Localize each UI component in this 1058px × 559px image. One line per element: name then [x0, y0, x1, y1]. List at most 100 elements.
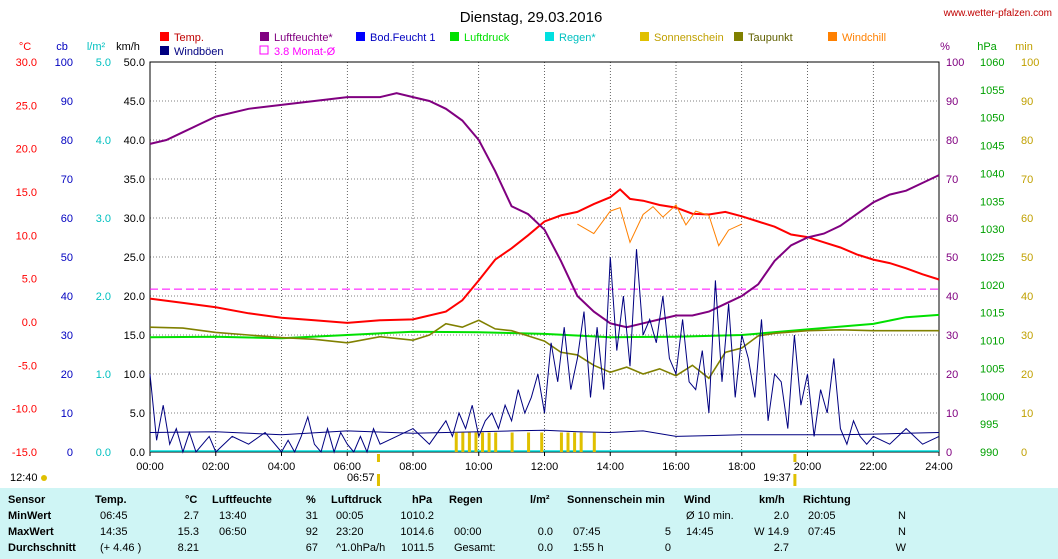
legend-label-monthavg: 3.8 Monat-Ø — [274, 46, 336, 58]
x-axis: 00:00 02:00 04:00 06:00 08:00 10:00 12:00 14:00… — [10, 452, 953, 486]
cell-hum-v: 67 — [305, 542, 318, 554]
x-tick-label: 08:00 — [399, 461, 427, 473]
legend-swatch-soil — [356, 32, 365, 41]
cell-hum-t: 06:50 — [219, 526, 247, 538]
cell-wind-v: 2.0 — [773, 510, 789, 522]
tick-wind: 10.0 — [124, 369, 145, 381]
legend-swatch-rain — [545, 32, 554, 41]
tick-sunmin: 100 — [1021, 57, 1039, 69]
x-tick-label: 12:00 — [531, 461, 559, 473]
legend-swatch-sun — [640, 32, 649, 41]
sun-bar — [527, 432, 531, 452]
cell-wind-t: 14:45 — [686, 526, 714, 538]
tick-wind: 20.0 — [124, 291, 145, 303]
sun-bar — [510, 432, 514, 452]
legend: Temp. Luftfeuchte* Bod.Feucht 1 Luftdruck Re… — [160, 32, 886, 58]
cell-temp-v: 8.21 — [177, 542, 199, 554]
tick-rain: 5.0 — [96, 57, 111, 69]
tick-sunmin: 0 — [1021, 447, 1027, 459]
x-tick-label: 10:00 — [465, 461, 493, 473]
legend-label-soil: Bod.Feucht 1 — [370, 32, 435, 44]
tick-pressure: 1005 — [980, 363, 1004, 375]
cell-hum-v: 31 — [305, 510, 318, 522]
cell-wind-t: Ø 10 min. — [686, 510, 734, 522]
cell-press-v: 1014.6 — [400, 526, 434, 538]
tick-sunmin: 10 — [1021, 408, 1033, 420]
cell-press-t: ^1.0hPa/h — [336, 542, 386, 554]
hdr-temp-unit: °C — [185, 494, 198, 506]
tick-pressure: 1040 — [980, 168, 1004, 180]
tick-sunmin: 40 — [1021, 291, 1033, 303]
sun-bar — [573, 432, 577, 452]
x-tick-label: 06:00 — [333, 461, 361, 473]
tick-temp: 30.0 — [16, 57, 37, 69]
tick-pressure: 1060 — [980, 57, 1004, 69]
sun-bar — [454, 432, 458, 452]
tick-sunmin: 60 — [1021, 213, 1033, 225]
sun-bar — [487, 432, 491, 452]
tick-pressure: 990 — [980, 447, 998, 459]
hdr-temp: Temp. — [95, 494, 127, 506]
tick-humidity: 90 — [946, 96, 958, 108]
cell-temp-t: 06:45 — [100, 510, 128, 522]
site-link[interactable]: www.wetter-pfalzen.com — [943, 8, 1052, 19]
grid — [150, 62, 939, 452]
sun-bar — [540, 432, 544, 452]
series-layer — [149, 92, 940, 454]
tick-rain: 3.0 — [96, 213, 111, 225]
cell-rain-t: 00:00 — [454, 526, 482, 538]
cell-rain-v: 0.0 — [537, 526, 553, 538]
tick-rain: 1.0 — [96, 369, 111, 381]
legend-label-temp: Temp. — [174, 32, 204, 44]
tick-pressure: 1030 — [980, 224, 1004, 236]
tick-cb: 20 — [61, 369, 73, 381]
hdr-sun: Sonnenschein min — [567, 494, 665, 506]
tick-temp: -15.0 — [12, 447, 37, 459]
tick-cb: 0 — [67, 447, 73, 459]
legend-label-sun: Sonnenschein — [654, 32, 724, 44]
tick-pressure: 1035 — [980, 196, 1004, 208]
series-line-windchill — [577, 204, 743, 247]
sun-bar — [474, 432, 478, 452]
left-axes: °C 30.0 25.0 20.0 15.0 10.0 5.0 0.0 -5.0 -10.0 -15… — [12, 41, 145, 459]
tick-humidity: 30 — [946, 330, 958, 342]
tick-pressure: 1050 — [980, 113, 1004, 125]
tick-wind: 45.0 — [124, 96, 145, 108]
axis-unit-cb: cb — [56, 41, 68, 53]
hdr-dir: Richtung — [803, 494, 851, 506]
tick-humidity: 70 — [946, 174, 958, 186]
daylength-label: 12:40 — [10, 472, 38, 484]
right-axes: %1009080706050403020100hPa10601055105010… — [940, 41, 1039, 459]
series-line-windben — [149, 249, 940, 454]
tick-sunmin: 70 — [1021, 174, 1033, 186]
series-line-luftfeuchte — [149, 92, 940, 329]
cell-dir-v: W — [895, 542, 906, 554]
tick-sunmin: 90 — [1021, 96, 1033, 108]
tick-temp: 10.0 — [16, 230, 37, 242]
x-tick-label: 04:00 — [268, 461, 296, 473]
tick-wind: 40.0 — [124, 135, 145, 147]
tick-cb: 50 — [61, 252, 73, 264]
axis-unit-sunmin: min — [1015, 41, 1033, 53]
tick-cb: 60 — [61, 213, 73, 225]
tick-cb: 90 — [61, 96, 73, 108]
tick-temp: -5.0 — [18, 360, 37, 372]
cell-sun-v: 0 — [664, 542, 671, 554]
tick-cb: 30 — [61, 330, 73, 342]
cell-dir-t: 07:45 — [808, 526, 836, 538]
cell-press-t: 00:05 — [336, 510, 364, 522]
tick-wind: 35.0 — [124, 174, 145, 186]
cell-rain-v: 0.0 — [537, 542, 553, 554]
sun-dot — [41, 475, 47, 481]
tick-humidity: 80 — [946, 135, 958, 147]
cell-label: MaxWert — [8, 526, 54, 538]
legend-label-pressure: Luftdruck — [464, 32, 510, 44]
tick-cb: 100 — [55, 57, 73, 69]
hdr-press: Luftdruck — [331, 494, 382, 506]
tick-pressure: 1045 — [980, 141, 1004, 153]
cell-temp-t: (+ 4.46 ) — [100, 542, 142, 554]
legend-swatch-dew — [734, 32, 743, 41]
cell-wind-v: W 14.9 — [754, 526, 789, 538]
tick-rain: 4.0 — [96, 135, 111, 147]
tick-temp: 0.0 — [22, 317, 37, 329]
